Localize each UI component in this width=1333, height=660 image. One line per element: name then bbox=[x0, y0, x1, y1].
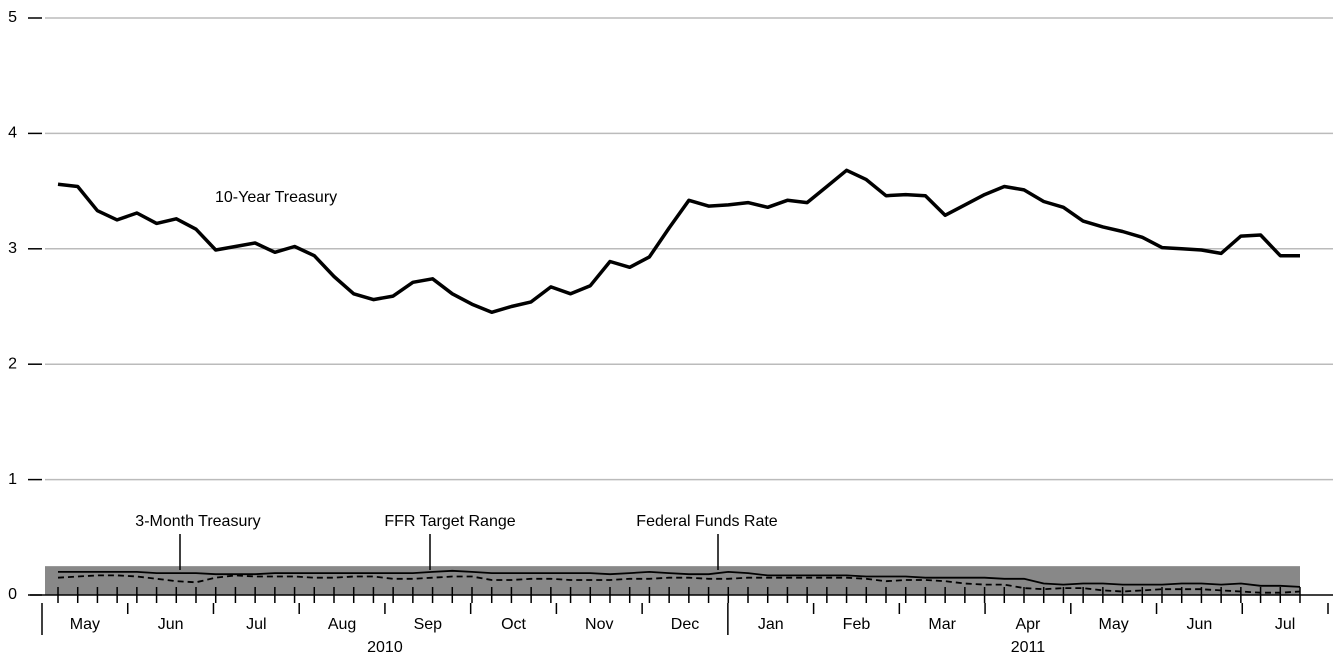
series-annotation: FFR Target Range bbox=[384, 513, 515, 530]
month-label: Jul bbox=[1275, 616, 1295, 633]
month-label: Feb bbox=[843, 616, 871, 633]
month-label: Jan bbox=[758, 616, 784, 633]
month-label: Aug bbox=[328, 616, 356, 633]
month-label: Jun bbox=[1187, 616, 1213, 633]
y-tick-label: 5 bbox=[8, 9, 17, 26]
y-tick-label: 1 bbox=[8, 471, 17, 488]
series-line bbox=[57, 574, 1301, 594]
month-label: Dec bbox=[671, 616, 699, 633]
year-label: 2011 bbox=[1011, 639, 1046, 656]
month-label: May bbox=[1099, 616, 1129, 633]
month-label: Mar bbox=[928, 616, 956, 633]
series-line bbox=[57, 168, 1300, 315]
month-label: Oct bbox=[501, 616, 526, 633]
month-label: Apr bbox=[1015, 616, 1041, 633]
month-label: Jun bbox=[158, 616, 184, 633]
year-label: 2010 bbox=[367, 639, 403, 656]
month-label: Sep bbox=[414, 616, 443, 633]
series-annotation: 10-Year Treasury bbox=[215, 189, 337, 206]
y-tick-label: 3 bbox=[8, 240, 17, 257]
y-tick-label: 2 bbox=[8, 355, 17, 372]
month-label: May bbox=[70, 616, 100, 633]
series-annotation: 3-Month Treasury bbox=[135, 513, 260, 530]
series-annotation: Federal Funds Rate bbox=[636, 513, 778, 530]
y-tick-label: 0 bbox=[8, 586, 17, 603]
month-label: Nov bbox=[585, 616, 613, 633]
y-tick-label: 4 bbox=[8, 125, 17, 142]
month-label: Jul bbox=[246, 616, 266, 633]
series-line bbox=[58, 569, 1301, 588]
target-range-band bbox=[45, 566, 1300, 595]
